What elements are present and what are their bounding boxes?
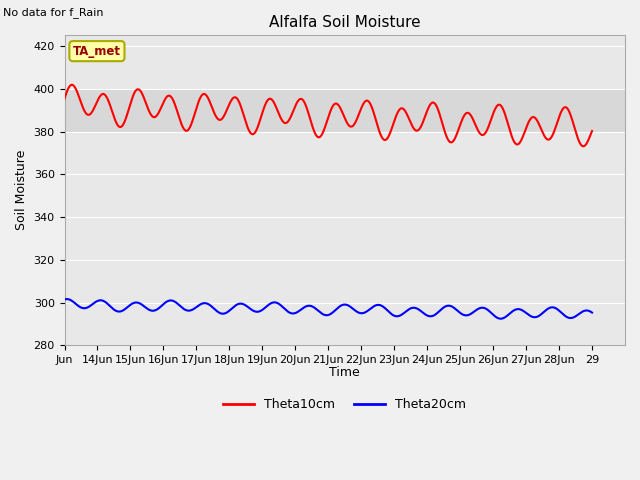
Bar bbox=[65, 89, 625, 132]
Text: No data for f_Rain: No data for f_Rain bbox=[3, 7, 104, 18]
Y-axis label: Soil Moisture: Soil Moisture bbox=[15, 150, 28, 230]
X-axis label: Time: Time bbox=[330, 366, 360, 379]
Legend: Theta10cm, Theta20cm: Theta10cm, Theta20cm bbox=[218, 394, 472, 417]
Title: Alfalfa Soil Moisture: Alfalfa Soil Moisture bbox=[269, 15, 420, 30]
Text: TA_met: TA_met bbox=[73, 45, 121, 58]
